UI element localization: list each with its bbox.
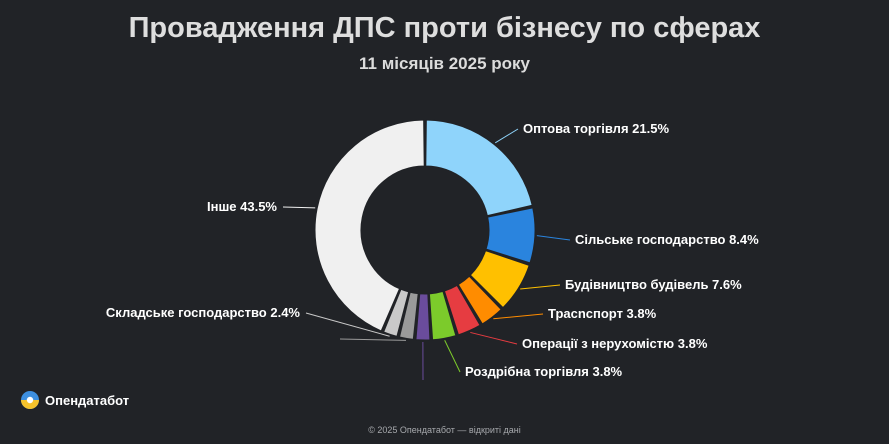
donut-slice-8 [383, 288, 410, 337]
brand-name: Опендатабот [45, 392, 130, 408]
brand: Опендатабот [21, 390, 129, 410]
slice-label-2: Будівництво будівель 7.6% [565, 277, 742, 292]
opendatabot-logo-icon [21, 391, 39, 409]
donut-slice-7 [399, 291, 419, 340]
leader-line-2 [520, 284, 561, 290]
leader-line-5 [444, 340, 461, 373]
slice-label-5: Роздрібна торгівля 3.8% [465, 364, 623, 379]
donut-slice-4 [443, 284, 481, 336]
slice-label-4: Операції з нерухомістю 3.8% [522, 336, 708, 351]
leader-line-0 [495, 128, 519, 144]
donut-slice-9 [314, 119, 425, 332]
leader-line-3 [493, 313, 544, 320]
slice-label-3: Трасnспорт 3.8% [548, 306, 657, 321]
donut-slice-5 [428, 290, 457, 341]
chart-subtitle: 11 місяців 2025 року [359, 54, 530, 73]
slice-label-8: Складське господарство 2.4% [106, 305, 301, 320]
donut-slice-2 [469, 250, 530, 309]
donut-slice-6 [415, 293, 431, 341]
leader-line-4 [470, 331, 518, 345]
leader-line-7 [339, 338, 407, 341]
leader-line-9 [282, 206, 316, 209]
chart-title: Провадження ДПС проти бізнесу по сферах [128, 12, 761, 44]
leader-line-1 [536, 235, 571, 241]
leader-line-8 [305, 312, 390, 337]
footer-copyright: © 2025 Опендатабот — відкриті дані [368, 425, 521, 435]
slice-label-9: Інше 43.5% [207, 199, 277, 214]
slice-label-0: Оптова торгівля 21.5% [523, 121, 669, 136]
donut-slice-1 [485, 207, 536, 264]
donut-slice-3 [457, 275, 502, 325]
donut-slice-0 [425, 119, 533, 217]
slice-label-1: Сільське господарство 8.4% [575, 232, 759, 247]
